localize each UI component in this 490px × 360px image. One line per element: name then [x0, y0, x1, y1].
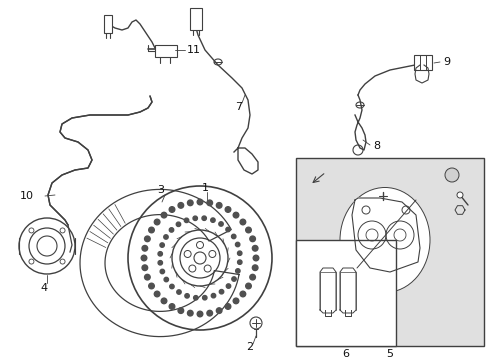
Circle shape [177, 290, 181, 294]
Circle shape [178, 308, 184, 314]
Circle shape [176, 222, 181, 226]
Circle shape [185, 294, 189, 298]
Circle shape [233, 212, 239, 218]
Text: 8: 8 [373, 141, 380, 151]
Circle shape [233, 298, 239, 304]
Circle shape [194, 296, 198, 300]
Circle shape [184, 218, 189, 222]
Circle shape [169, 304, 175, 309]
Circle shape [226, 227, 230, 232]
Text: 6: 6 [343, 349, 349, 359]
Text: 4: 4 [41, 283, 48, 293]
Circle shape [145, 236, 150, 242]
Text: 10: 10 [20, 191, 34, 201]
Circle shape [170, 228, 173, 232]
Circle shape [240, 291, 245, 297]
Text: 2: 2 [246, 342, 253, 352]
Circle shape [188, 200, 193, 206]
Text: 11: 11 [187, 45, 201, 55]
Bar [296, 240, 396, 346]
Bar [104, 15, 112, 33]
Circle shape [245, 283, 251, 289]
Circle shape [158, 252, 162, 256]
Text: 3: 3 [157, 185, 165, 195]
Bar [414, 55, 432, 70]
Circle shape [193, 216, 197, 220]
Polygon shape [80, 189, 239, 337]
Circle shape [148, 283, 154, 289]
Circle shape [445, 168, 459, 182]
Circle shape [211, 293, 216, 298]
Circle shape [250, 317, 262, 329]
Bar [296, 158, 484, 346]
Circle shape [142, 246, 147, 251]
Polygon shape [352, 198, 420, 272]
Circle shape [220, 289, 224, 294]
Text: 9: 9 [443, 57, 450, 67]
Circle shape [245, 227, 251, 233]
Circle shape [232, 277, 236, 281]
Circle shape [169, 207, 175, 212]
Circle shape [238, 251, 242, 256]
Circle shape [253, 255, 259, 261]
Circle shape [250, 236, 255, 242]
Bar [155, 45, 177, 57]
Circle shape [197, 311, 203, 317]
Circle shape [164, 235, 168, 239]
Circle shape [231, 234, 236, 239]
Circle shape [219, 222, 223, 226]
Circle shape [148, 227, 154, 233]
Circle shape [145, 274, 150, 280]
Ellipse shape [340, 188, 430, 292]
Circle shape [154, 219, 160, 225]
Circle shape [197, 199, 203, 205]
Bar [190, 8, 202, 30]
Circle shape [164, 277, 169, 282]
Circle shape [207, 200, 213, 206]
Circle shape [240, 219, 245, 225]
Circle shape [160, 269, 165, 274]
Circle shape [236, 269, 240, 273]
Circle shape [236, 242, 240, 247]
Circle shape [158, 261, 163, 265]
Circle shape [178, 203, 184, 208]
Circle shape [188, 310, 193, 316]
Circle shape [141, 255, 147, 261]
Circle shape [142, 265, 147, 270]
Circle shape [202, 296, 207, 300]
Circle shape [154, 291, 160, 297]
Text: 5: 5 [387, 349, 393, 359]
Text: 1: 1 [201, 183, 209, 193]
Polygon shape [415, 65, 429, 83]
Circle shape [170, 284, 174, 289]
Circle shape [250, 274, 255, 280]
Text: 7: 7 [235, 102, 243, 112]
Circle shape [160, 243, 164, 247]
Circle shape [252, 246, 258, 251]
Circle shape [217, 308, 222, 314]
Circle shape [207, 310, 213, 316]
Circle shape [238, 260, 242, 264]
Ellipse shape [128, 186, 272, 330]
Circle shape [211, 218, 215, 222]
Circle shape [225, 304, 231, 309]
Circle shape [226, 284, 231, 288]
Circle shape [225, 207, 231, 212]
Circle shape [161, 212, 167, 218]
Circle shape [161, 298, 167, 304]
Circle shape [457, 192, 463, 198]
Circle shape [202, 216, 206, 220]
Circle shape [252, 265, 258, 270]
Circle shape [217, 203, 222, 208]
